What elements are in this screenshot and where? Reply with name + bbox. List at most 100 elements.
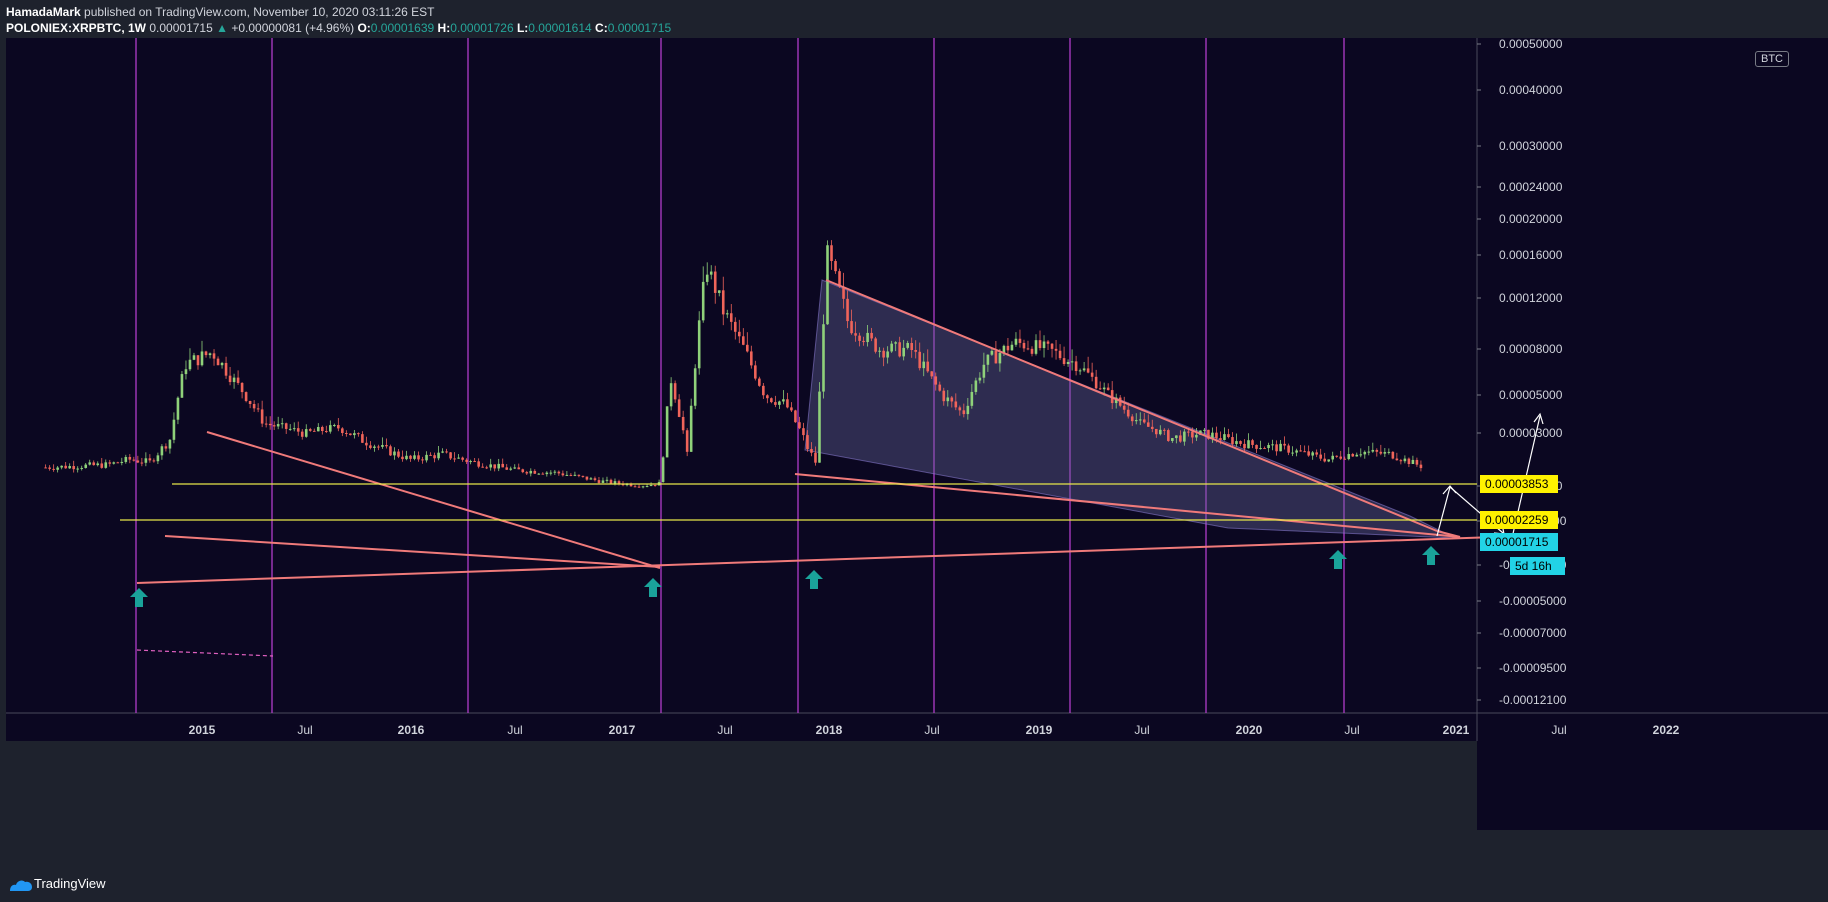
candle-body bbox=[140, 462, 144, 464]
candle-body bbox=[814, 452, 817, 463]
candle-body bbox=[1239, 441, 1242, 444]
candle-body bbox=[810, 448, 813, 453]
candle-body bbox=[525, 472, 529, 474]
candle-body bbox=[553, 471, 557, 473]
candle-body bbox=[1211, 432, 1214, 439]
candle-body bbox=[1403, 458, 1407, 462]
projection-line bbox=[1436, 486, 1451, 537]
candle-body bbox=[220, 362, 224, 366]
last-price: 0.00001715 bbox=[149, 21, 213, 35]
currency-badge[interactable]: BTC bbox=[1755, 51, 1789, 67]
candle-body bbox=[1267, 445, 1270, 449]
candle-body bbox=[168, 439, 172, 449]
candle-body bbox=[493, 464, 497, 469]
candle-body bbox=[1263, 448, 1266, 450]
candle-body bbox=[1191, 431, 1194, 438]
candle-body bbox=[296, 428, 300, 432]
candle-body bbox=[842, 286, 845, 299]
candle-body bbox=[549, 472, 553, 474]
candle-body bbox=[240, 382, 244, 393]
buy-signal-arrow-icon bbox=[805, 570, 823, 589]
tradingview-logo-icon[interactable] bbox=[8, 877, 34, 893]
candle-body bbox=[280, 423, 284, 425]
candle-body bbox=[1379, 451, 1383, 454]
x-tick-label: Jul bbox=[1344, 723, 1359, 737]
countdown-box bbox=[1510, 557, 1565, 575]
candle-body bbox=[377, 446, 380, 448]
candle-body bbox=[1046, 341, 1050, 344]
y-tick-label: -0.00009500 bbox=[1499, 661, 1567, 675]
candle-body bbox=[629, 484, 633, 487]
candle-body bbox=[717, 290, 721, 293]
candle-body bbox=[212, 353, 216, 359]
price-chart[interactable]: 0.00050000 0.00040000 0.00030000 0.00024000… bbox=[0, 0, 1828, 868]
candle-body bbox=[697, 320, 701, 369]
candle-body bbox=[1251, 440, 1254, 445]
candle-body bbox=[1291, 452, 1294, 454]
candle-body bbox=[737, 331, 741, 337]
last-price-label: 0.00001715 bbox=[1485, 535, 1549, 549]
candle-body bbox=[1150, 426, 1154, 429]
candle-body bbox=[401, 456, 404, 460]
candle-body bbox=[786, 399, 789, 408]
candle-body bbox=[794, 410, 797, 423]
candle-body bbox=[766, 395, 769, 399]
candle-body bbox=[1339, 456, 1343, 459]
candle-body bbox=[1259, 448, 1262, 450]
candle-body bbox=[1130, 416, 1134, 422]
resistance-price-label: 0.00003853 bbox=[1485, 477, 1549, 491]
candle-body bbox=[116, 462, 120, 464]
candle-body bbox=[1347, 454, 1351, 460]
candle-body bbox=[1255, 444, 1258, 449]
candle-body bbox=[798, 422, 801, 429]
candle-body bbox=[954, 401, 958, 408]
x-tick-label: Jul bbox=[507, 723, 522, 737]
candle-body bbox=[1247, 440, 1250, 449]
footer: TradingView bbox=[0, 868, 1828, 902]
candle-body bbox=[709, 271, 713, 275]
candle-body bbox=[998, 353, 1002, 364]
candle-body bbox=[1419, 464, 1423, 469]
candle-body bbox=[1179, 435, 1182, 442]
candle-body bbox=[1122, 405, 1126, 410]
symbol-label[interactable]: POLONIEX:XRPBTC, 1W bbox=[6, 21, 147, 35]
candle-body bbox=[1323, 458, 1326, 462]
candle-body bbox=[505, 467, 509, 470]
candle-body bbox=[641, 486, 645, 488]
candle-body bbox=[393, 451, 396, 456]
candle-body bbox=[681, 416, 685, 431]
author-name[interactable]: HamadaMark bbox=[6, 5, 81, 19]
candle-body bbox=[192, 355, 196, 360]
y-tick-label: 0.00016000 bbox=[1499, 248, 1563, 262]
candle-body bbox=[188, 359, 192, 370]
candle-body bbox=[228, 375, 232, 383]
ohlc-legend: POLONIEX:XRPBTC, 1W 0.00001715 ▲ +0.0000… bbox=[6, 21, 671, 35]
candle-body bbox=[333, 425, 336, 427]
candle-body bbox=[677, 399, 681, 417]
candle-body bbox=[1142, 419, 1146, 423]
x-tick-label: 2016 bbox=[398, 723, 425, 737]
candle-body bbox=[689, 405, 693, 452]
wedge-fill bbox=[804, 279, 1456, 539]
candle-body bbox=[1030, 348, 1034, 354]
candle-body bbox=[1134, 420, 1138, 422]
candle-body bbox=[337, 425, 340, 429]
candle-body bbox=[1311, 452, 1314, 456]
y-tick-label: 0.00030000 bbox=[1499, 139, 1563, 153]
x-tick-label: 2019 bbox=[1026, 723, 1053, 737]
candle-body bbox=[312, 430, 316, 432]
candle-body bbox=[316, 426, 320, 432]
candle-body bbox=[497, 463, 501, 469]
candle-body bbox=[1351, 454, 1355, 457]
candle-body bbox=[1327, 459, 1331, 462]
candle-body bbox=[1299, 450, 1302, 452]
candle-body bbox=[986, 354, 990, 365]
candle-body bbox=[750, 351, 753, 366]
candle-body bbox=[465, 459, 468, 462]
last-price-label-box bbox=[1480, 533, 1558, 551]
candle-body bbox=[425, 454, 428, 461]
candle-body bbox=[537, 473, 541, 475]
candle-body bbox=[112, 462, 116, 464]
footer-brand[interactable]: TradingView bbox=[34, 876, 106, 891]
candle-body bbox=[970, 391, 974, 406]
